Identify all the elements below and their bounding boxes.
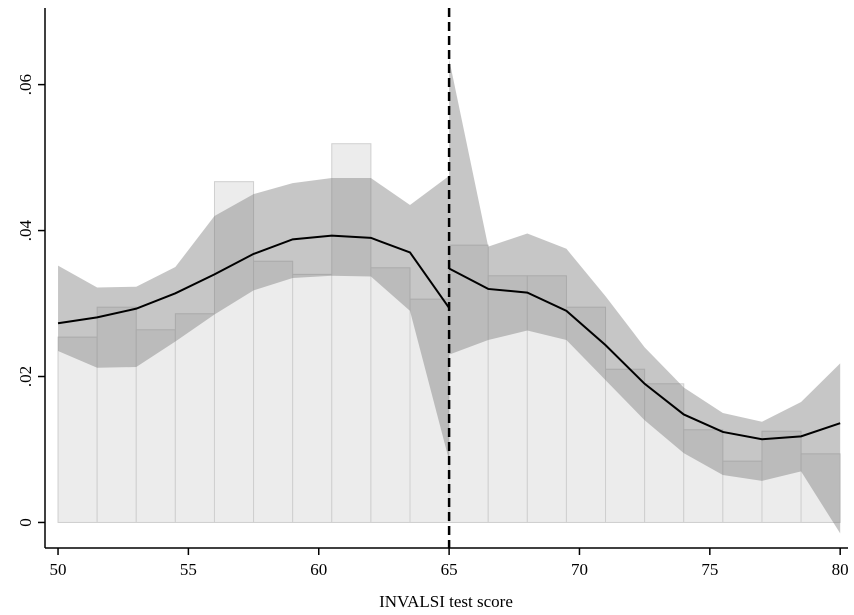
confidence-band [449,59,841,534]
fit-line [448,267,841,441]
histogram-bar [683,429,724,523]
x-tick-label: 60 [310,560,327,579]
histogram-bar [722,460,763,523]
x-axis-label: INVALSI test score [379,592,513,611]
y-tick-label: .06 [16,74,35,95]
histogram-bar [213,181,255,523]
histogram-bar [57,336,98,523]
histogram-bar [644,383,685,523]
histogram-bar [409,298,450,523]
y-tick-label: 0 [16,518,35,527]
x-tick-label: 80 [832,560,849,579]
histogram-bar [565,306,607,523]
y-tick-label: .02 [16,366,35,387]
x-tick-label: 50 [50,560,67,579]
histogram-bar [370,267,411,523]
confidence-band [58,175,450,461]
y-tick-label: .04 [16,219,35,241]
x-tick-label: 70 [571,560,588,579]
histogram-bar [526,275,567,523]
fit-line [57,234,450,325]
x-tick-label: 75 [701,560,718,579]
histogram-bar [331,143,372,523]
x-tick-label: 65 [441,560,458,579]
histogram-bar [135,329,176,523]
histogram-bar [292,273,333,523]
histogram-bar [253,260,294,523]
histogram-bar [448,244,489,523]
histogram-bar [487,275,528,523]
histogram-bar [96,306,137,523]
histogram-bar [174,313,215,523]
x-tick-label: 55 [180,560,197,579]
histogram-bar [800,453,841,523]
